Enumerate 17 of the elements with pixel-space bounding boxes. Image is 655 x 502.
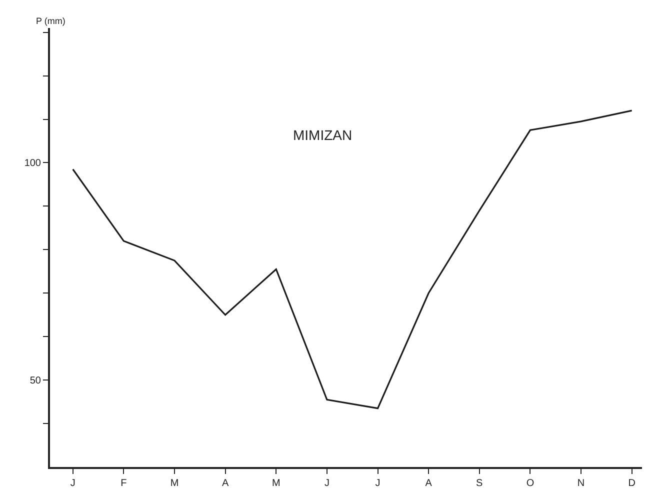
x-tick-label: N — [577, 478, 585, 489]
x-tick-label: F — [120, 478, 127, 489]
line-series — [72, 110, 633, 410]
x-tick-label: D — [628, 478, 636, 489]
y-tick-label: 50 — [30, 376, 42, 387]
x-tick-label: M — [272, 478, 280, 489]
text: MIMIZAN — [293, 127, 352, 143]
x-tick-label: O — [526, 478, 534, 489]
x-tick-label: J — [324, 478, 330, 489]
x-tick-label: A — [222, 478, 229, 489]
x-tick-label: J — [375, 478, 380, 489]
x-tick-label: S — [476, 478, 484, 489]
x-tick-label: J — [70, 478, 76, 489]
x-tick-label: A — [425, 478, 432, 489]
x-tick-label: M — [170, 478, 179, 489]
y-axis-title: P (mm) — [36, 16, 66, 26]
y-tick-label: 100 — [24, 158, 42, 170]
